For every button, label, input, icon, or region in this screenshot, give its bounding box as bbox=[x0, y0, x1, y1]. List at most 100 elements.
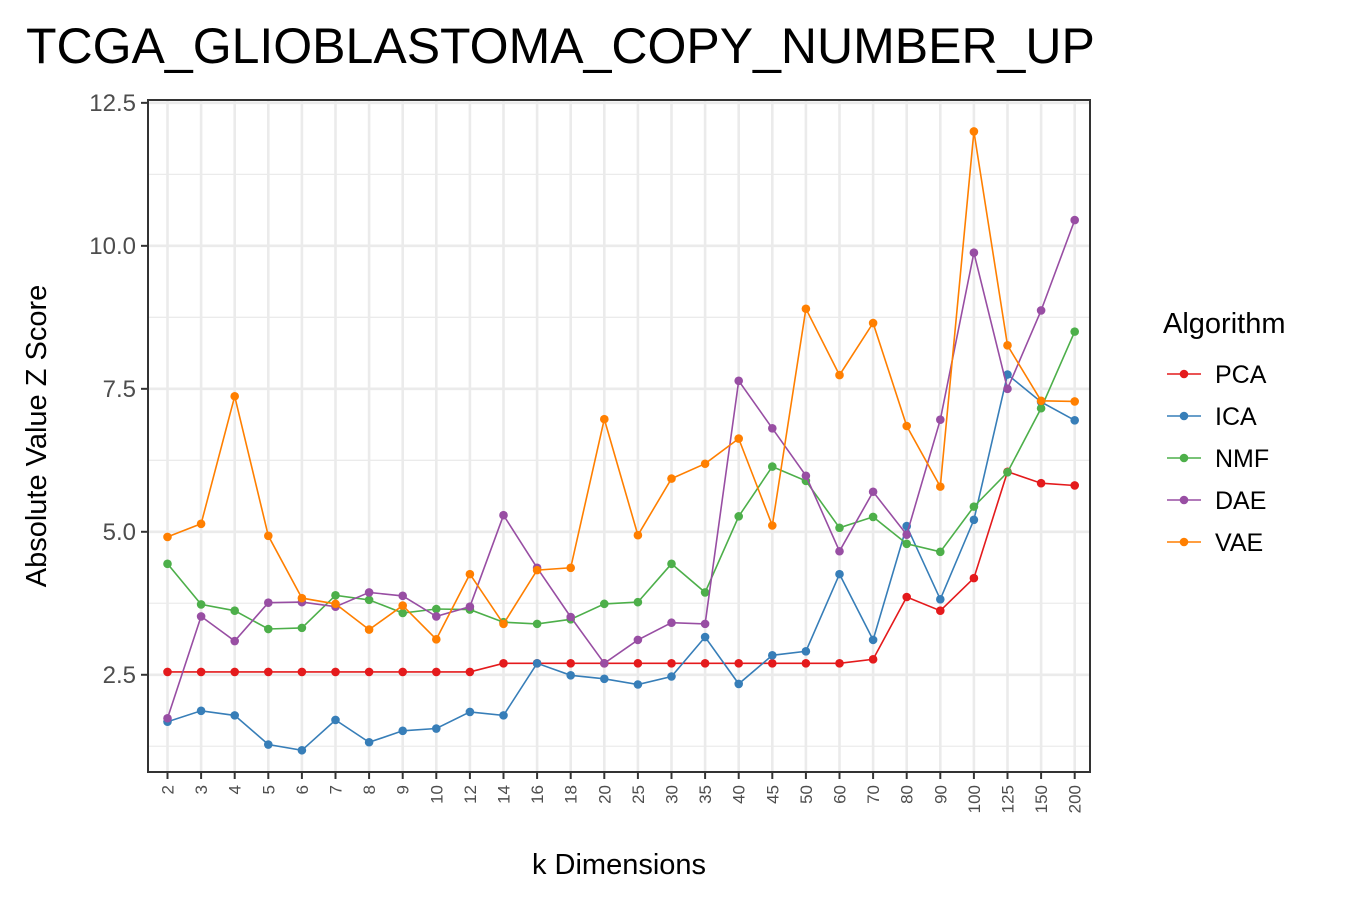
legend-item-pca: PCA bbox=[1167, 361, 1267, 389]
legend-item-vae: VAE bbox=[1167, 529, 1263, 557]
data-point-ica bbox=[331, 715, 340, 725]
data-point-dae bbox=[835, 546, 844, 556]
y-axis: 2.5 5.0 7.5 10.0 12.5 bbox=[89, 90, 148, 689]
data-point-dae bbox=[1003, 384, 1012, 394]
data-point-nmf bbox=[768, 462, 777, 471]
data-point-pca bbox=[297, 667, 307, 677]
data-point-nmf bbox=[297, 623, 307, 633]
data-point-ica bbox=[1003, 370, 1012, 379]
data-point-vae bbox=[1070, 397, 1079, 406]
x-tick-label: 16 bbox=[528, 785, 547, 804]
data-point-vae bbox=[566, 563, 575, 573]
data-point-pca bbox=[432, 667, 441, 677]
data-point-pca bbox=[566, 659, 575, 668]
data-point-pca bbox=[398, 667, 408, 677]
legend-key-point bbox=[1179, 411, 1189, 421]
data-point-dae bbox=[432, 612, 441, 621]
legend-item-nmf: NMF bbox=[1167, 445, 1269, 473]
legend-label: PCA bbox=[1215, 361, 1267, 389]
data-point-pca bbox=[499, 659, 508, 668]
data-point-dae bbox=[465, 602, 475, 612]
data-point-vae bbox=[499, 619, 508, 629]
data-point-nmf bbox=[331, 590, 340, 600]
x-tick-label: 35 bbox=[696, 785, 715, 804]
data-point-pca bbox=[868, 655, 878, 664]
data-point-dae bbox=[936, 415, 945, 425]
data-point-vae bbox=[600, 414, 609, 424]
x-tick-label: 200 bbox=[1066, 785, 1085, 813]
legend-item-ica: ICA bbox=[1167, 403, 1257, 431]
data-point-nmf bbox=[264, 624, 273, 634]
y-tick-label: 2.5 bbox=[103, 662, 136, 689]
x-axis: 2 3 4 5 6 7 8 9 10 12 14 16 18 20 25 30 35 40 45 50 60 70 80 90… bbox=[159, 772, 1085, 813]
data-point-nmf bbox=[230, 606, 239, 616]
legend-key-point bbox=[1179, 495, 1189, 505]
data-point-nmf bbox=[1070, 327, 1079, 336]
data-point-pca bbox=[633, 659, 643, 668]
data-point-vae bbox=[700, 459, 710, 469]
data-point-nmf bbox=[1003, 468, 1012, 477]
data-point-dae bbox=[633, 635, 643, 645]
data-point-dae bbox=[801, 471, 811, 481]
data-point-ica bbox=[667, 672, 676, 681]
data-point-ica bbox=[566, 671, 575, 680]
data-point-nmf bbox=[532, 619, 542, 629]
data-point-ica bbox=[432, 724, 441, 733]
legend-title: Algorithm bbox=[1163, 308, 1286, 340]
x-tick-label: 50 bbox=[797, 785, 816, 804]
data-point-ica bbox=[230, 711, 239, 720]
data-point-vae bbox=[633, 530, 643, 540]
gridlines bbox=[148, 100, 1090, 772]
legend-key-point bbox=[1179, 453, 1189, 463]
data-point-ica bbox=[465, 707, 475, 717]
data-point-dae bbox=[734, 376, 743, 386]
x-tick-label: 7 bbox=[327, 785, 346, 794]
data-point-ica bbox=[768, 651, 777, 660]
x-tick-label: 3 bbox=[192, 785, 211, 794]
data-point-dae bbox=[163, 713, 172, 723]
x-tick-label: 25 bbox=[629, 785, 648, 804]
data-point-nmf bbox=[969, 502, 979, 511]
data-point-vae bbox=[264, 531, 273, 541]
data-point-vae bbox=[432, 635, 441, 644]
data-point-ica bbox=[499, 711, 508, 720]
data-point-pca bbox=[230, 667, 239, 677]
data-point-dae bbox=[499, 510, 508, 520]
legend-label: VAE bbox=[1215, 529, 1263, 557]
data-point-vae bbox=[163, 532, 172, 542]
data-point-vae bbox=[936, 482, 945, 491]
data-point-nmf bbox=[1036, 403, 1046, 413]
data-point-pca bbox=[331, 667, 340, 677]
data-point-ica bbox=[264, 740, 273, 749]
data-point-ica bbox=[969, 515, 979, 525]
data-point-pca bbox=[734, 659, 743, 668]
data-point-vae bbox=[196, 519, 206, 529]
data-point-dae bbox=[600, 659, 609, 668]
data-point-dae bbox=[264, 598, 273, 608]
x-tick-label: 80 bbox=[898, 785, 917, 804]
legend-label: ICA bbox=[1215, 403, 1257, 431]
series-line-pca bbox=[167, 470, 1075, 673]
x-tick-label: 30 bbox=[663, 785, 682, 804]
x-tick-label: 12 bbox=[461, 785, 480, 804]
data-point-dae bbox=[398, 591, 408, 601]
data-point-ica bbox=[801, 647, 811, 656]
data-point-pca bbox=[969, 573, 979, 583]
x-tick-label: 5 bbox=[259, 785, 278, 794]
data-point-pca bbox=[667, 659, 676, 668]
data-point-pca bbox=[264, 667, 273, 677]
data-point-vae bbox=[768, 521, 777, 530]
data-point-vae bbox=[532, 565, 542, 575]
x-tick-label: 6 bbox=[293, 785, 312, 794]
data-point-pca bbox=[768, 659, 777, 668]
data-point-dae bbox=[1070, 215, 1079, 225]
data-point-dae bbox=[768, 423, 777, 433]
data-point-vae bbox=[465, 569, 475, 579]
data-point-nmf bbox=[633, 597, 643, 607]
series-line-vae bbox=[167, 131, 1075, 641]
data-point-dae bbox=[902, 530, 911, 539]
x-tick-label: 8 bbox=[360, 785, 379, 794]
y-tick-label: 5.0 bbox=[103, 519, 136, 546]
data-point-pca bbox=[465, 667, 475, 677]
